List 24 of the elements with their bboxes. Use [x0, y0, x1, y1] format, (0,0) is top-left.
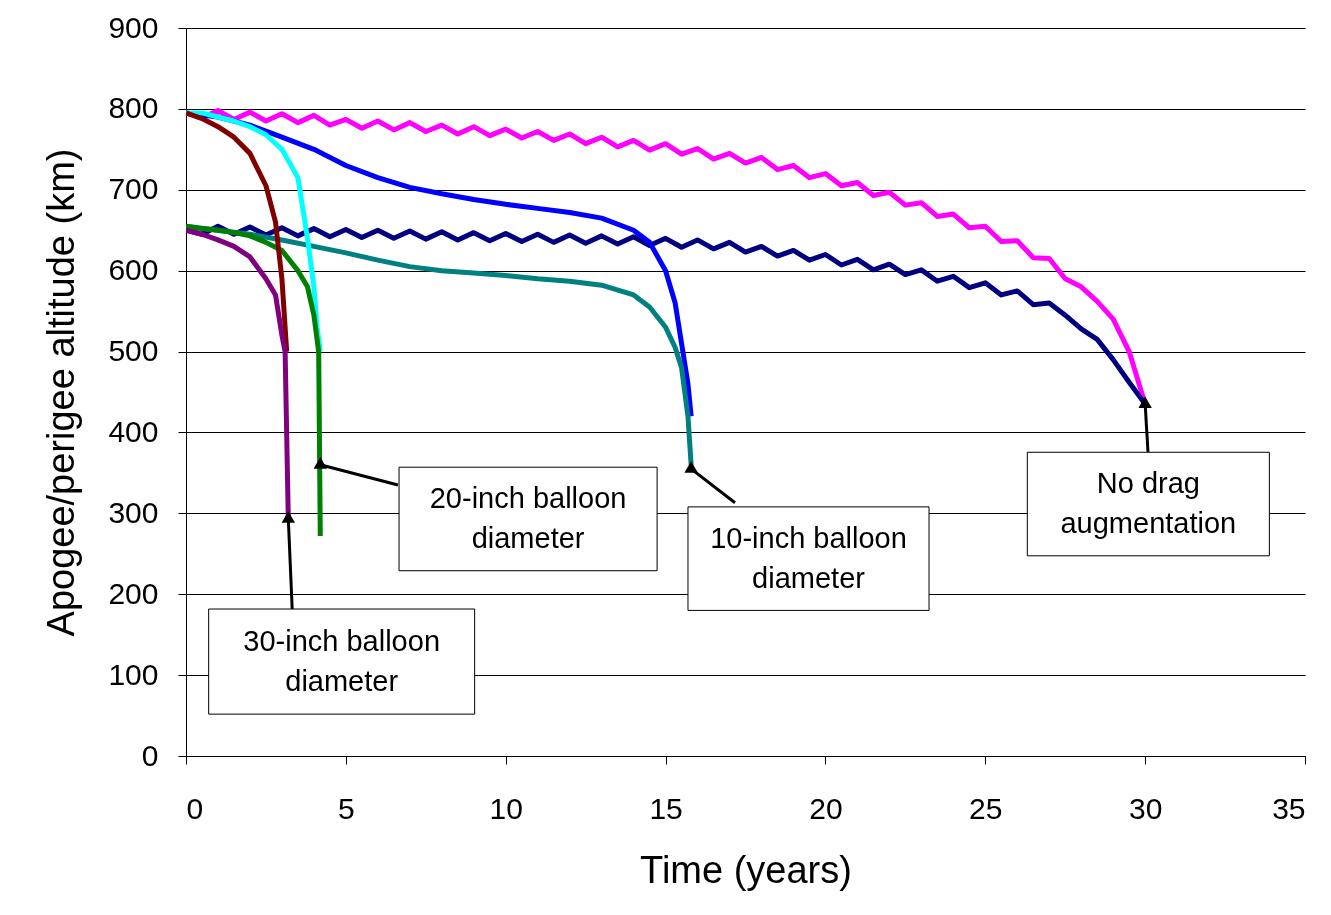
annotation: 30-inch balloon diameter	[243, 624, 440, 697]
annotation: 20-inch balloon diameter	[429, 481, 627, 554]
x-tick-label: 10	[489, 791, 523, 825]
annotation: No drag augmentation	[1060, 467, 1237, 540]
y-tick-label: 100	[108, 657, 159, 691]
y-tick-label: 500	[108, 334, 159, 368]
y-tick-label: 0	[141, 738, 159, 772]
y-tick-label: 400	[108, 414, 159, 448]
y-tick-label: 600	[108, 253, 159, 287]
x-tick-label: 0	[186, 791, 204, 825]
x-tick-label: 5	[338, 791, 355, 825]
annotation: 10-inch balloon diameter	[710, 521, 907, 594]
x-tick-label: 25	[969, 791, 1003, 825]
x-axis-title: Time (years)	[640, 848, 852, 891]
y-axis-title: Apogee/perigee altitude (km)	[40, 148, 83, 637]
x-tick-label: 15	[649, 791, 683, 825]
x-tick-label: 20	[809, 791, 843, 825]
x-tick-label: 30	[1128, 791, 1163, 825]
y-tick-label: 300	[108, 495, 159, 529]
y-tick-label: 200	[108, 576, 159, 610]
y-tick-label: 700	[108, 172, 159, 206]
y-tick-label: 900	[108, 10, 159, 44]
x-tick-label: 35	[1272, 791, 1306, 825]
y-tick-label: 800	[108, 91, 159, 125]
